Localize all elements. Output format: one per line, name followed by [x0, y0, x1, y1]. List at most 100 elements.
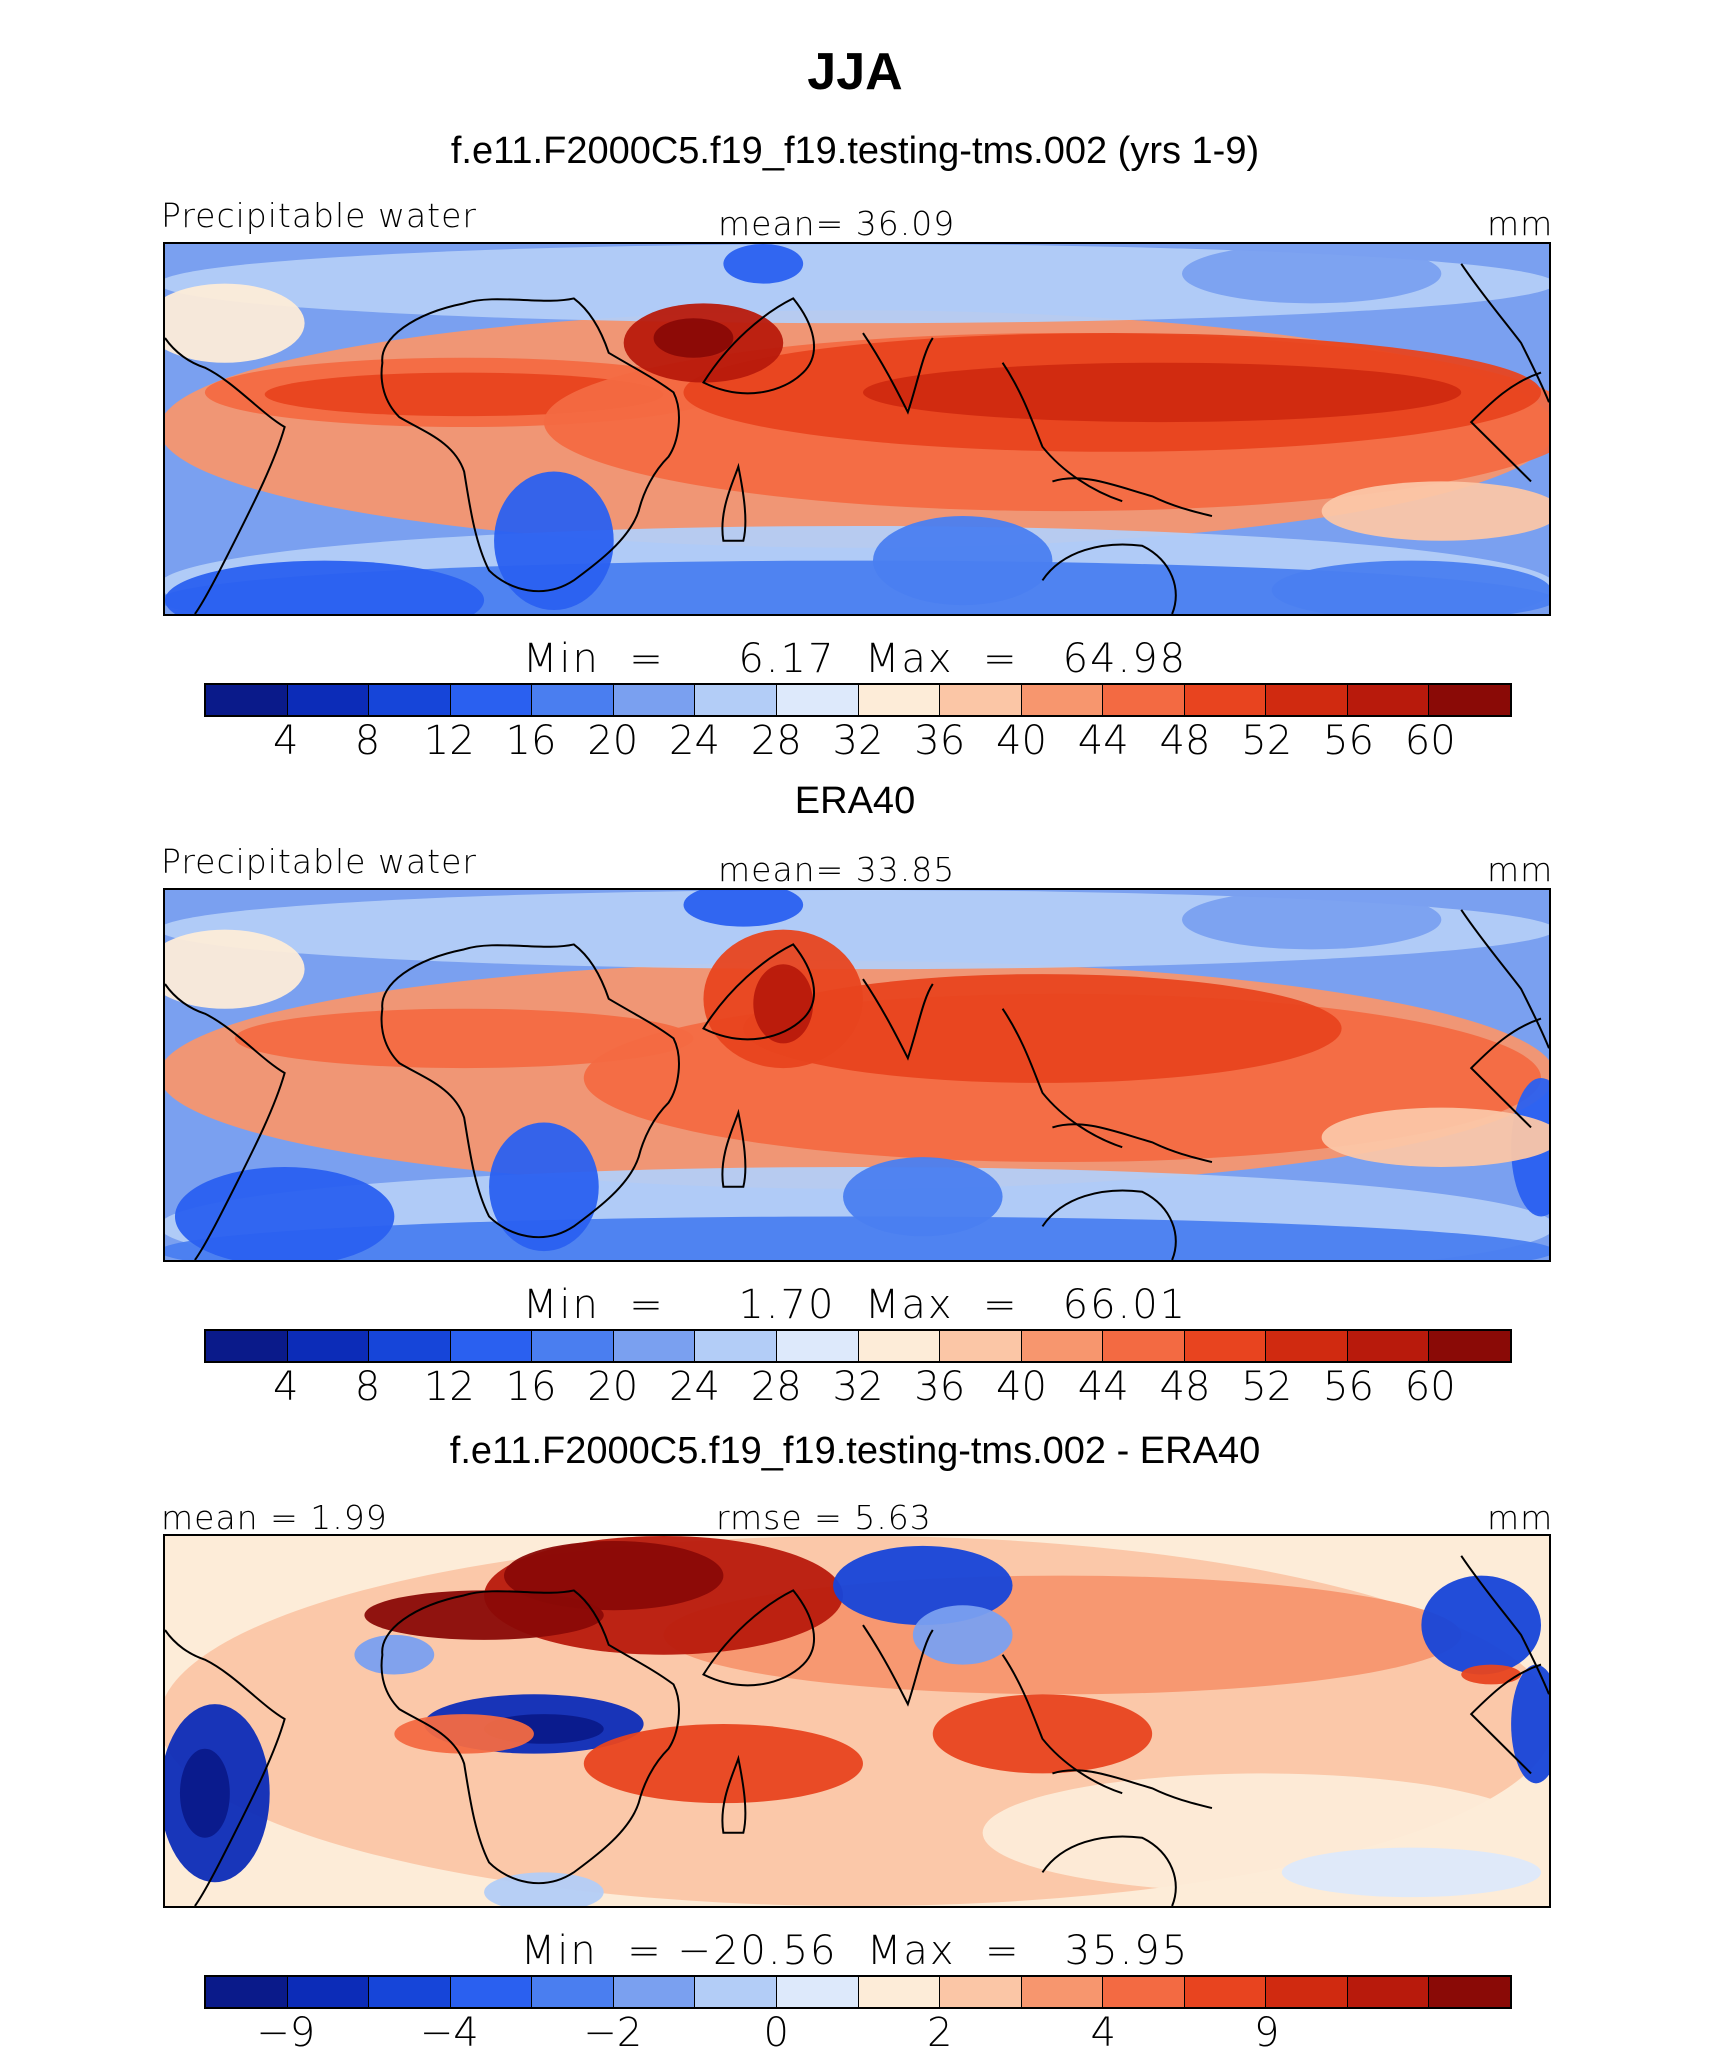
colorbar-tick-label: 40 [996, 1364, 1047, 1410]
coastline [702, 1589, 815, 1687]
colorbar-swatch [1021, 1331, 1104, 1361]
colorbar-swatch [858, 1331, 941, 1361]
colorbar-swatch [613, 685, 696, 715]
colorbar-tick-label: 28 [750, 718, 802, 764]
colorbar-tick-label: −4 [419, 2010, 479, 2056]
colorbar-swatch [695, 1977, 777, 2007]
panel-2-mean-label: mean= 33.85 [718, 850, 956, 889]
panel-2-map [163, 888, 1551, 1262]
colorbar-swatch [532, 1331, 614, 1361]
colorbar-tick-label: 56 [1323, 1364, 1374, 1410]
contour-region [932, 1694, 1153, 1774]
coastline [1001, 362, 1123, 503]
colorbar-tick-label: 36 [914, 1364, 966, 1410]
figure-title: JJA [807, 43, 903, 101]
contour-region [1281, 1847, 1542, 1898]
panel-3-rmse-label: rmse = 5.63 [716, 1498, 932, 1537]
colorbar-tick-label: 8 [354, 718, 381, 764]
coastline [702, 943, 815, 1041]
contour-region [1461, 1664, 1522, 1685]
colorbar-tick-label: 24 [669, 1364, 720, 1410]
panel-3-colorbar-ticks: −9 −4 −2 0 2 4 9 [204, 2010, 1512, 2060]
colorbar-swatch [1184, 1331, 1267, 1361]
panel-3-colorbar [204, 1975, 1512, 2009]
colorbar-swatch [1266, 1977, 1348, 2007]
colorbar-tick-label: 44 [1077, 718, 1129, 764]
world-map-precipitable-water-era40 [165, 890, 1549, 1260]
panel-2-min-max: Min = 1.70 Max = 66.01 [522, 1282, 1188, 1328]
contour-region [723, 244, 804, 284]
colorbar-tick-label: 60 [1404, 1364, 1456, 1410]
coastline [165, 983, 286, 1260]
colorbar-swatch [287, 685, 370, 715]
colorbar-swatch [532, 685, 614, 715]
coastline [1469, 371, 1542, 483]
contour-region [833, 1545, 1013, 1626]
coastline [1001, 1654, 1123, 1795]
coastline [165, 1629, 286, 1906]
contour-region [354, 1634, 435, 1675]
contour-region [165, 283, 305, 363]
contour-region [1511, 1664, 1549, 1784]
contour-region [179, 1748, 230, 1838]
colorbar-swatch [206, 685, 288, 715]
colorbar-swatch [695, 1331, 777, 1361]
contour-region [872, 516, 1053, 606]
coastline [721, 1108, 747, 1188]
world-map-precipitable-water-model [165, 244, 1549, 614]
colorbar-swatch [940, 685, 1022, 715]
coastline [165, 337, 286, 614]
colorbar-swatch [369, 685, 451, 715]
panel-1-map [163, 242, 1551, 616]
colorbar-swatch [1021, 685, 1104, 715]
colorbar-swatch [1347, 1977, 1430, 2007]
panel-1-colorbar-ticks: 4 8 12 16 20 24 28 32 36 40 44 48 52 56 60 [204, 718, 1512, 768]
colorbar-swatch [613, 1331, 696, 1361]
coastline [1460, 909, 1549, 1049]
colorbar-tick-label: 28 [750, 1364, 802, 1410]
colorbar-tick-label: 32 [832, 1364, 884, 1410]
coastline [1041, 1189, 1177, 1260]
panel-1-units-label: mm [1487, 204, 1554, 243]
colorbar-tick-label: 32 [832, 718, 884, 764]
coastline [721, 462, 747, 542]
contour-region [1321, 481, 1549, 541]
coastline [862, 332, 934, 415]
colorbar-tick-label: 48 [1159, 718, 1211, 764]
panel-3-units-label: mm [1487, 1498, 1554, 1537]
coastline [1052, 477, 1213, 518]
colorbar-swatch [287, 1977, 370, 2007]
panel-3-min-max: Min = −20.56 Max = 35.95 [520, 1928, 1190, 1974]
colorbar-tick-label: 16 [505, 718, 557, 764]
contour-region [683, 890, 804, 927]
colorbar-tick-label: 0 [763, 2010, 789, 2056]
coastline [1469, 1017, 1542, 1129]
colorbar-tick-label: 36 [914, 718, 966, 764]
colorbar-swatch [1184, 685, 1267, 715]
contour-region [394, 1714, 534, 1754]
panel-1-title: f.e11.F2000C5.f19_f19.testing-tms.002 (y… [450, 130, 1260, 172]
contour-region [743, 974, 1342, 1083]
colorbar-tick-label: −9 [256, 2010, 316, 2056]
colorbar-swatch [858, 685, 941, 715]
colorbar-tick-label: 12 [423, 718, 475, 764]
contour-region [862, 362, 1462, 423]
colorbar-tick-label: −2 [583, 2010, 643, 2056]
contour-region [484, 1872, 604, 1906]
panel-1-colorbar [204, 683, 1512, 717]
colorbar-swatch [369, 1977, 451, 2007]
colorbar-swatch [858, 1977, 941, 2007]
colorbar-swatch [532, 1977, 614, 2007]
contour-region [1182, 244, 1442, 304]
colorbar-tick-label: 16 [505, 1364, 557, 1410]
contour-region [653, 318, 734, 358]
coastline [1469, 1663, 1542, 1775]
colorbar-tick-label: 44 [1077, 1364, 1129, 1410]
coastline [380, 943, 680, 1239]
coastline [862, 1624, 934, 1707]
contour-region [1421, 1575, 1542, 1675]
colorbar-swatch [613, 1977, 696, 2007]
colorbar-tick-label: 4 [273, 718, 299, 764]
panel-2-variable-label: Precipitable water [161, 842, 477, 881]
contour-region [1321, 1107, 1549, 1167]
